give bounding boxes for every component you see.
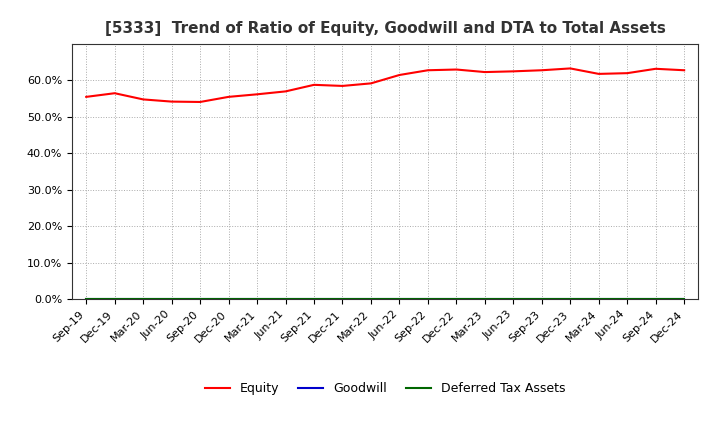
Deferred Tax Assets — [225, 297, 233, 302]
Deferred Tax Assets — [82, 297, 91, 302]
Equity — [623, 70, 631, 76]
Equity — [537, 68, 546, 73]
Equity — [196, 99, 204, 105]
Deferred Tax Assets — [310, 297, 318, 302]
Deferred Tax Assets — [338, 297, 347, 302]
Title: [5333]  Trend of Ratio of Equity, Goodwill and DTA to Total Assets: [5333] Trend of Ratio of Equity, Goodwil… — [105, 21, 665, 36]
Equity — [680, 68, 688, 73]
Equity — [310, 82, 318, 88]
Deferred Tax Assets — [566, 297, 575, 302]
Equity — [253, 92, 261, 97]
Equity — [652, 66, 660, 71]
Deferred Tax Assets — [253, 297, 261, 302]
Goodwill — [225, 297, 233, 302]
Goodwill — [452, 297, 461, 302]
Equity — [167, 99, 176, 104]
Goodwill — [282, 297, 290, 302]
Deferred Tax Assets — [595, 297, 603, 302]
Deferred Tax Assets — [196, 297, 204, 302]
Goodwill — [139, 297, 148, 302]
Equity — [338, 83, 347, 88]
Equity — [282, 89, 290, 94]
Equity — [110, 91, 119, 96]
Goodwill — [338, 297, 347, 302]
Deferred Tax Assets — [423, 297, 432, 302]
Goodwill — [595, 297, 603, 302]
Goodwill — [509, 297, 518, 302]
Equity — [480, 70, 489, 75]
Goodwill — [167, 297, 176, 302]
Goodwill — [196, 297, 204, 302]
Deferred Tax Assets — [139, 297, 148, 302]
Equity — [452, 67, 461, 72]
Deferred Tax Assets — [480, 297, 489, 302]
Line: Equity: Equity — [86, 69, 684, 102]
Goodwill — [82, 297, 91, 302]
Deferred Tax Assets — [282, 297, 290, 302]
Goodwill — [652, 297, 660, 302]
Goodwill — [395, 297, 404, 302]
Deferred Tax Assets — [452, 297, 461, 302]
Equity — [423, 68, 432, 73]
Equity — [82, 94, 91, 99]
Goodwill — [110, 297, 119, 302]
Equity — [395, 72, 404, 77]
Goodwill — [253, 297, 261, 302]
Equity — [509, 69, 518, 74]
Goodwill — [623, 297, 631, 302]
Deferred Tax Assets — [366, 297, 375, 302]
Equity — [225, 94, 233, 99]
Equity — [366, 81, 375, 86]
Goodwill — [310, 297, 318, 302]
Deferred Tax Assets — [110, 297, 119, 302]
Goodwill — [423, 297, 432, 302]
Deferred Tax Assets — [395, 297, 404, 302]
Goodwill — [680, 297, 688, 302]
Equity — [566, 66, 575, 71]
Deferred Tax Assets — [167, 297, 176, 302]
Deferred Tax Assets — [680, 297, 688, 302]
Deferred Tax Assets — [652, 297, 660, 302]
Equity — [595, 71, 603, 77]
Deferred Tax Assets — [537, 297, 546, 302]
Goodwill — [566, 297, 575, 302]
Goodwill — [366, 297, 375, 302]
Deferred Tax Assets — [623, 297, 631, 302]
Goodwill — [480, 297, 489, 302]
Goodwill — [537, 297, 546, 302]
Deferred Tax Assets — [509, 297, 518, 302]
Legend: Equity, Goodwill, Deferred Tax Assets: Equity, Goodwill, Deferred Tax Assets — [200, 377, 570, 400]
Equity — [139, 97, 148, 102]
